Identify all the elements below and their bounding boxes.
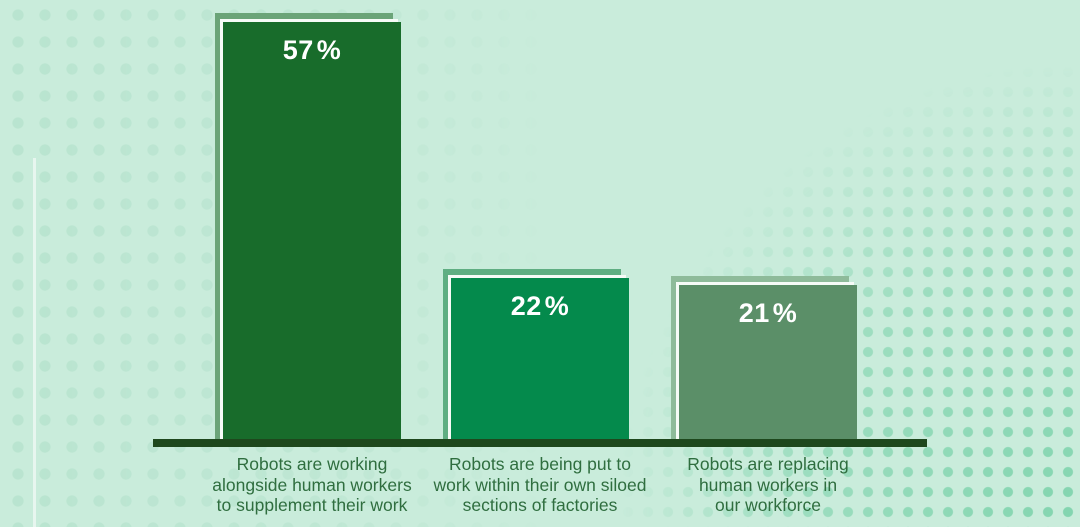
bar-fill: 22% [451, 278, 629, 439]
bar-group-replacing: 21% Robots are replacing human workers i… [671, 0, 857, 527]
bar-category-label: Robots are working alongside human worke… [212, 454, 412, 515]
bar-category-label: Robots are replacing human workers in ou… [687, 454, 849, 515]
bar-value-label: 22% [510, 291, 570, 321]
bar-fill: 57% [223, 22, 401, 439]
bar-value-label: 57% [282, 35, 342, 65]
bar-fill: 21% [679, 285, 857, 439]
bar-category-label: Robots are being put to work within thei… [433, 454, 647, 515]
x-axis-line [153, 439, 927, 447]
bar-group-supplement: 57% Robots are working alongside human w… [212, 0, 412, 527]
bar-group-siloed: 22% Robots are being put to work within … [433, 0, 647, 527]
bar-value-label: 21% [738, 298, 798, 328]
